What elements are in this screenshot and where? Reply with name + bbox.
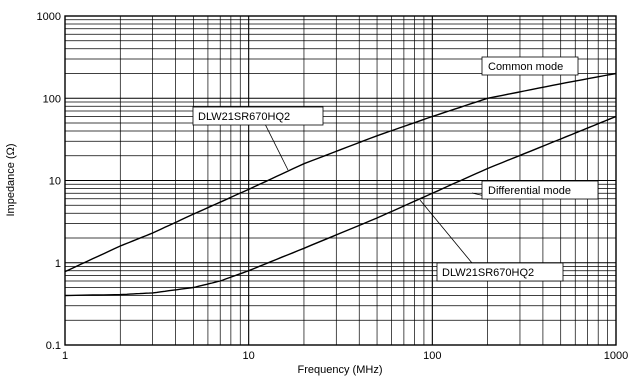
label-box-part-differential — [436, 262, 564, 282]
plot-frame — [64, 15, 617, 346]
leader-line-part-differential — [419, 199, 473, 264]
series-line-differential-mode — [64, 115, 617, 297]
x-tick-label: 100 — [423, 350, 441, 362]
y-axis-title: Impedance (Ω) — [5, 143, 17, 216]
x-tick-label: 1000 — [604, 350, 628, 362]
series-group — [64, 72, 617, 297]
y-tick-label: 100 — [43, 93, 61, 105]
y-tick-label: 0.1 — [46, 340, 61, 352]
series-line-common-mode — [64, 72, 617, 273]
leader-line-part-common — [264, 123, 289, 171]
label-box-differential-mode — [481, 180, 599, 200]
y-tick-label: 10 — [49, 176, 61, 188]
label-box-common-mode — [481, 56, 579, 76]
label-differential-mode: Differential mode — [488, 185, 571, 197]
x-tick-label: 10 — [243, 350, 255, 362]
label-box-part-common — [192, 106, 324, 126]
label-part-common: DLW21SR670HQ2 — [198, 111, 290, 123]
label-part-differential: DLW21SR670HQ2 — [442, 267, 534, 279]
y-tick-label: 1000 — [37, 11, 61, 23]
y-tick-label: 1 — [55, 258, 61, 270]
x-axis-title: Frequency (MHz) — [298, 364, 383, 376]
annotations: Common mode DLW21SR670HQ2 Differential m… — [192, 56, 599, 282]
label-common-mode: Common mode — [488, 61, 563, 73]
x-tick-label: 1 — [62, 350, 68, 362]
